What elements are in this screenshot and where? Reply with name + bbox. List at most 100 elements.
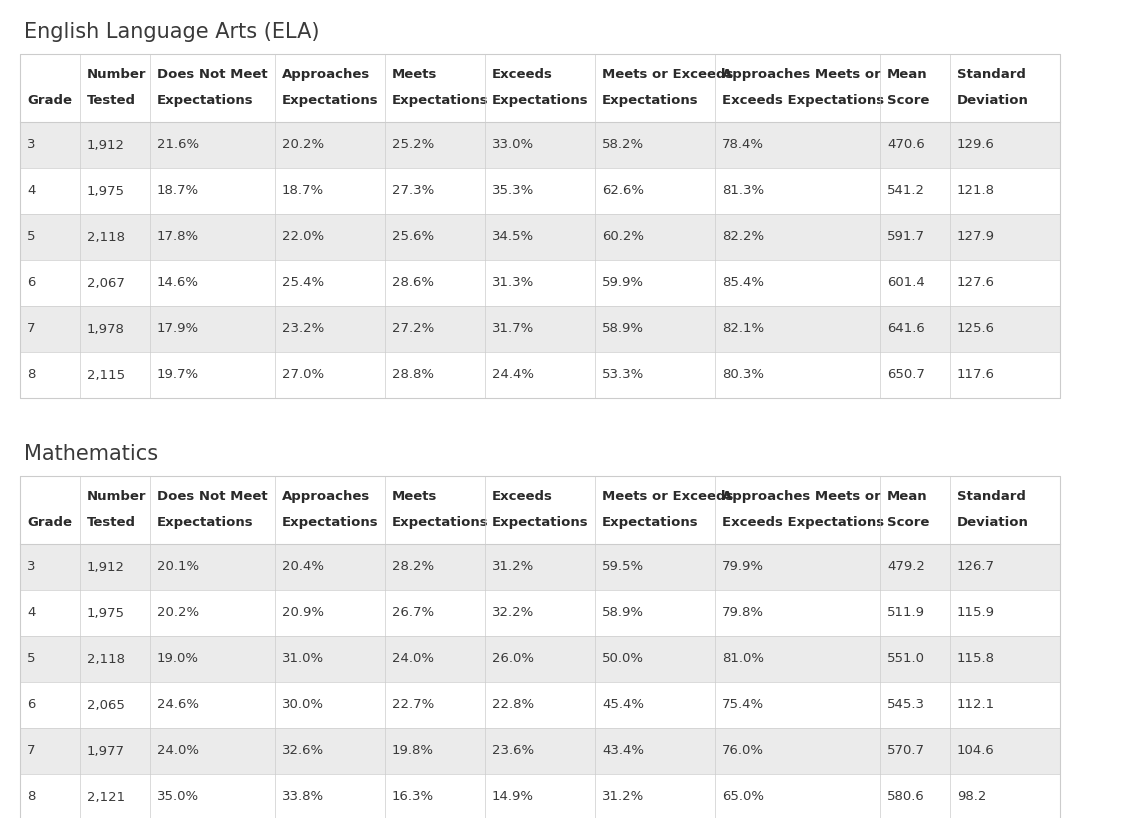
Text: 127.6: 127.6: [956, 276, 995, 290]
Text: 541.2: 541.2: [887, 185, 925, 197]
Text: 81.3%: 81.3%: [722, 185, 764, 197]
Text: 570.7: 570.7: [887, 744, 925, 757]
Text: 117.6: 117.6: [956, 368, 995, 381]
Text: 2,115: 2,115: [87, 368, 125, 381]
Text: 121.8: 121.8: [956, 185, 995, 197]
Text: 78.4%: 78.4%: [722, 138, 764, 151]
Text: 115.8: 115.8: [956, 653, 995, 666]
Text: 23.2%: 23.2%: [282, 322, 324, 335]
Text: 2,067: 2,067: [87, 276, 125, 290]
Text: 1,977: 1,977: [87, 744, 125, 757]
Text: 129.6: 129.6: [956, 138, 995, 151]
Text: 16.3%: 16.3%: [392, 790, 434, 803]
Text: 33.0%: 33.0%: [492, 138, 535, 151]
Text: 58.9%: 58.9%: [602, 606, 644, 619]
Text: 82.1%: 82.1%: [722, 322, 764, 335]
Text: 20.9%: 20.9%: [282, 606, 324, 619]
Bar: [21, 728, 1060, 774]
Text: 14.6%: 14.6%: [157, 276, 200, 290]
Text: Approaches: Approaches: [282, 68, 370, 81]
Text: 14.9%: 14.9%: [492, 790, 534, 803]
Text: 4: 4: [27, 185, 35, 197]
Text: 18.7%: 18.7%: [157, 185, 200, 197]
Text: Standard: Standard: [956, 490, 1026, 503]
Text: 58.9%: 58.9%: [602, 322, 644, 335]
Text: 27.3%: 27.3%: [392, 185, 434, 197]
Text: 551.0: 551.0: [887, 653, 925, 666]
Bar: [21, 590, 1060, 636]
Text: 650.7: 650.7: [887, 368, 925, 381]
Text: 2,118: 2,118: [87, 653, 125, 666]
Text: 3: 3: [27, 560, 35, 573]
Text: Exceeds Expectations: Exceeds Expectations: [722, 94, 885, 106]
Text: 126.7: 126.7: [956, 560, 995, 573]
Text: 6: 6: [27, 276, 35, 290]
Text: 112.1: 112.1: [956, 699, 995, 712]
Text: 20.2%: 20.2%: [282, 138, 324, 151]
Text: Expectations: Expectations: [392, 94, 489, 106]
Text: 32.2%: 32.2%: [492, 606, 535, 619]
Text: Tested: Tested: [87, 94, 136, 106]
Text: 28.6%: 28.6%: [392, 276, 434, 290]
Bar: [21, 168, 1060, 214]
Text: Mathematics: Mathematics: [24, 443, 158, 464]
Text: 5: 5: [27, 653, 35, 666]
Text: 75.4%: 75.4%: [722, 699, 764, 712]
Text: 4: 4: [27, 606, 35, 619]
Text: 2,065: 2,065: [87, 699, 125, 712]
Text: 76.0%: 76.0%: [722, 744, 764, 757]
Text: Grade: Grade: [27, 94, 72, 106]
Text: Expectations: Expectations: [282, 515, 378, 528]
Text: Deviation: Deviation: [956, 94, 1029, 106]
Text: Approaches Meets or: Approaches Meets or: [722, 490, 881, 503]
Text: 6: 6: [27, 699, 35, 712]
Text: Expectations: Expectations: [282, 94, 378, 106]
Text: 31.3%: 31.3%: [492, 276, 535, 290]
Text: 33.8%: 33.8%: [282, 790, 324, 803]
Bar: [21, 54, 1060, 398]
Text: 31.2%: 31.2%: [602, 790, 644, 803]
Text: 24.4%: 24.4%: [492, 368, 534, 381]
Text: 62.6%: 62.6%: [602, 185, 644, 197]
Bar: [21, 306, 1060, 352]
Text: 21.6%: 21.6%: [157, 138, 200, 151]
Bar: [21, 544, 1060, 590]
Text: 1,975: 1,975: [87, 606, 125, 619]
Text: 23.6%: 23.6%: [492, 744, 535, 757]
Text: Expectations: Expectations: [157, 94, 253, 106]
Text: 18.7%: 18.7%: [282, 185, 324, 197]
Text: Meets or Exceeds: Meets or Exceeds: [602, 68, 733, 81]
Bar: [21, 54, 1060, 122]
Text: 28.8%: 28.8%: [392, 368, 434, 381]
Text: Deviation: Deviation: [956, 515, 1029, 528]
Text: 26.7%: 26.7%: [392, 606, 434, 619]
Text: 127.9: 127.9: [956, 231, 995, 244]
Text: 27.2%: 27.2%: [392, 322, 434, 335]
Text: 1,912: 1,912: [87, 560, 125, 573]
Text: Score: Score: [887, 94, 929, 106]
Text: 19.0%: 19.0%: [157, 653, 200, 666]
Text: Approaches Meets or: Approaches Meets or: [722, 68, 881, 81]
Text: 22.7%: 22.7%: [392, 699, 434, 712]
Text: Expectations: Expectations: [392, 515, 489, 528]
Text: Exceeds: Exceeds: [492, 490, 553, 503]
Text: 79.9%: 79.9%: [722, 560, 764, 573]
Text: 30.0%: 30.0%: [282, 699, 324, 712]
Text: 79.8%: 79.8%: [722, 606, 764, 619]
Text: 641.6: 641.6: [887, 322, 925, 335]
Text: 17.9%: 17.9%: [157, 322, 200, 335]
Bar: [21, 774, 1060, 818]
Text: 98.2: 98.2: [956, 790, 986, 803]
Text: Exceeds Expectations: Exceeds Expectations: [722, 515, 885, 528]
Text: 60.2%: 60.2%: [602, 231, 644, 244]
Text: 545.3: 545.3: [887, 699, 925, 712]
Text: 53.3%: 53.3%: [602, 368, 644, 381]
Text: 43.4%: 43.4%: [602, 744, 644, 757]
Text: 25.6%: 25.6%: [392, 231, 434, 244]
Text: 31.2%: 31.2%: [492, 560, 535, 573]
Text: Approaches: Approaches: [282, 490, 370, 503]
Text: 81.0%: 81.0%: [722, 653, 764, 666]
Text: 7: 7: [27, 744, 35, 757]
Text: Mean: Mean: [887, 68, 928, 81]
Text: 25.2%: 25.2%: [392, 138, 434, 151]
